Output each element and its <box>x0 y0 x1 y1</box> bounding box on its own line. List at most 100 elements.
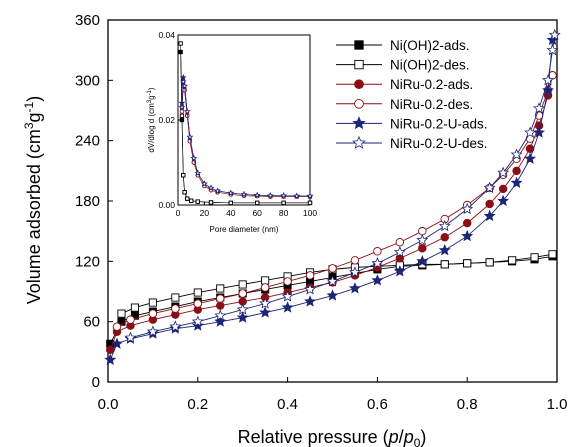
inset-point-ni-oh-2-des-11 <box>307 200 313 206</box>
main-point-niru-0-2-u-des-9 <box>438 219 451 232</box>
legend-entry-niru-0-2-u-des: NiRu-0.2-U-des. <box>336 135 488 151</box>
legend-marker-niru-0-2-u-ads <box>352 116 366 130</box>
inset-point-niru-0-2-u-des-0 <box>178 103 186 111</box>
main-point-niru-0-2-des-13 <box>328 264 337 273</box>
main-point-niru-0-2-u-des-19 <box>214 309 227 321</box>
inset-point-niru-0-2-u-des-8 <box>207 184 215 191</box>
inset-point-niru-0-2-u-des-7 <box>201 180 208 187</box>
main-series-line-niru-0-2-u-des <box>130 35 556 339</box>
main-point-niru-0-2-u-des-14 <box>326 275 339 287</box>
inset-point-niru-0-2-u-des-4 <box>186 133 194 140</box>
inset-y-axis-title: dV/dlog d (cm3g-1) <box>147 87 156 153</box>
inset-y-tick-label: 0.04 <box>158 30 175 40</box>
main-point-niru-0-2-u-des-22 <box>146 325 159 337</box>
main-x-tick-label: 0.0 <box>98 396 119 413</box>
legend-marker-ni-oh-2-ads <box>354 40 364 50</box>
main-point-niru-0-2-u-ads-17 <box>461 229 474 242</box>
inset-x-tick-label: 20 <box>200 208 210 218</box>
main-point-niru-0-2-u-des-4 <box>524 126 537 138</box>
inset-series-niru-0-2-u-des <box>178 78 314 199</box>
legend-entry-niru-0-2-des: NiRu-0.2-des. <box>336 97 473 112</box>
main-y-axis-title: Volume adsorbed (cm3g-1) <box>22 96 44 304</box>
main-point-niru-0-2-ads-20 <box>512 166 521 176</box>
inset-point-ni-oh-2-des-7 <box>208 200 214 205</box>
main-point-niru-0-2-ads-16 <box>440 232 449 242</box>
main-point-ni-oh-2-des-20 <box>117 309 126 318</box>
inset-x-tick-label: 80 <box>279 208 289 218</box>
main-series-niru-0-2-u-des <box>124 28 561 343</box>
main-point-niru-0-2-u-des-2 <box>542 74 554 86</box>
inset-x-tick-label: 100 <box>303 208 317 218</box>
main-point-niru-0-2-u-des-16 <box>281 290 294 302</box>
main-point-niru-0-2-u-des-7 <box>483 181 496 193</box>
inset-point-niru-0-2-des-0 <box>179 109 185 114</box>
main-point-niru-0-2-u-ads-13 <box>371 274 384 286</box>
inset-point-ni-oh-2-des-10 <box>281 200 286 206</box>
main-point-niru-0-2-ads-17 <box>462 218 472 228</box>
main-point-niru-0-2-u-des-11 <box>393 246 406 258</box>
main-point-niru-0-2-des-20 <box>171 304 180 313</box>
legend-label: Ni(OH)2-ads. <box>390 38 470 53</box>
main-point-niru-0-2-u-ads-1 <box>111 337 123 349</box>
inset-series-ni-oh-2-des <box>178 41 313 206</box>
main-x-tick-label: 0.8 <box>457 396 478 413</box>
main-point-niru-0-2-u-ads-19 <box>497 194 510 207</box>
inset-point-niru-0-2-u-des-3 <box>183 108 191 115</box>
main-point-ni-oh-2-des-18 <box>148 298 157 307</box>
inset-x-axis-title: Pore diameter (nm) <box>210 225 279 234</box>
inset-point-ni-oh-2-des-8 <box>228 200 233 206</box>
inset-point-niru-0-2-des-3 <box>185 113 190 118</box>
main-y-tick-label: 60 <box>83 314 100 331</box>
main-point-niru-0-2-u-ads-18 <box>483 209 496 222</box>
main-point-ni-oh-2-ads-1 <box>117 317 126 326</box>
main-series-niru-0-2-u-ads <box>104 33 559 365</box>
main-point-ni-oh-2-des-4 <box>463 259 472 268</box>
legend-entry-niru-0-2-u-ads: NiRu-0.2-U-ads. <box>336 116 488 131</box>
main-point-niru-0-2-des-21 <box>148 309 158 318</box>
inset-point-niru-0-2-u-des-15 <box>293 192 301 199</box>
main-point-niru-0-2-des-18 <box>216 294 225 303</box>
main-point-ni-oh-2-des-1 <box>530 253 539 262</box>
main-point-niru-0-2-u-des-17 <box>259 297 272 309</box>
legend-label: NiRu-0.2-des. <box>390 97 473 112</box>
legend-label: NiRu-0.2-U-des. <box>390 136 488 151</box>
inset-point-niru-0-2-u-des-2 <box>181 82 188 89</box>
main-point-niru-0-2-u-ads-11 <box>326 289 339 301</box>
main-point-niru-0-2-u-ads-7 <box>236 311 249 323</box>
inset-point-ni-oh-2-des-2 <box>181 173 186 178</box>
inset-series-line-ni-oh-2-des <box>180 43 310 204</box>
main-point-niru-0-2-des-22 <box>126 315 135 324</box>
main-point-niru-0-2-des-14 <box>305 271 315 280</box>
main-point-niru-0-2-u-des-1 <box>546 43 559 56</box>
main-point-ni-oh-2-des-15 <box>216 284 225 293</box>
main-y-tick-label: 180 <box>75 193 100 210</box>
inset-point-niru-0-2-u-des-14 <box>280 192 287 199</box>
legend-entry-ni-oh-2-des: Ni(OH)2-des. <box>336 58 470 73</box>
main-point-niru-0-2-u-des-6 <box>497 166 510 178</box>
main-point-niru-0-2-u-des-20 <box>191 315 204 327</box>
main-point-niru-0-2-u-ads-20 <box>510 176 523 188</box>
main-point-ni-oh-2-des-5 <box>440 260 449 269</box>
main-x-axis-title: Relative pressure (p/p0) <box>238 427 427 447</box>
inset-axes: 0 20 40 60 80 100 0.00 0.02 0.04 <box>158 30 317 218</box>
main-point-niru-0-2-u-ads-16 <box>438 244 451 256</box>
main-point-niru-0-2-u-des-23 <box>124 331 137 343</box>
inset-point-niru-0-2-u-des-1 <box>179 78 187 85</box>
main-point-ni-oh-2-des-16 <box>193 288 202 297</box>
main-point-ni-oh-2-des-2 <box>508 256 517 265</box>
inset-point-niru-0-2-u-des-5 <box>190 154 198 162</box>
inset-x-tick-label: 60 <box>252 208 262 218</box>
main-point-niru-0-2-u-des-18 <box>236 303 249 315</box>
main-point-niru-0-2-u-ads-21 <box>524 152 537 164</box>
inset-point-niru-0-2-u-des-11 <box>240 190 248 198</box>
inset-point-niru-0-2-u-des-13 <box>267 192 274 199</box>
main-x-tick-label: 0.4 <box>277 396 298 413</box>
inset-point-ni-oh-2-des-0 <box>178 41 183 46</box>
inset-point-ni-oh-2-des-6 <box>195 199 200 204</box>
main-point-niru-0-2-u-ads-5 <box>191 319 204 331</box>
main-point-niru-0-2-u-des-0 <box>548 28 561 41</box>
main-point-niru-0-2-u-ads-6 <box>214 315 227 327</box>
main-point-niru-0-2-des-17 <box>238 289 247 298</box>
inset-point-niru-0-2-u-des-16 <box>306 192 314 199</box>
main-point-niru-0-2-u-ads-0 <box>104 353 117 365</box>
